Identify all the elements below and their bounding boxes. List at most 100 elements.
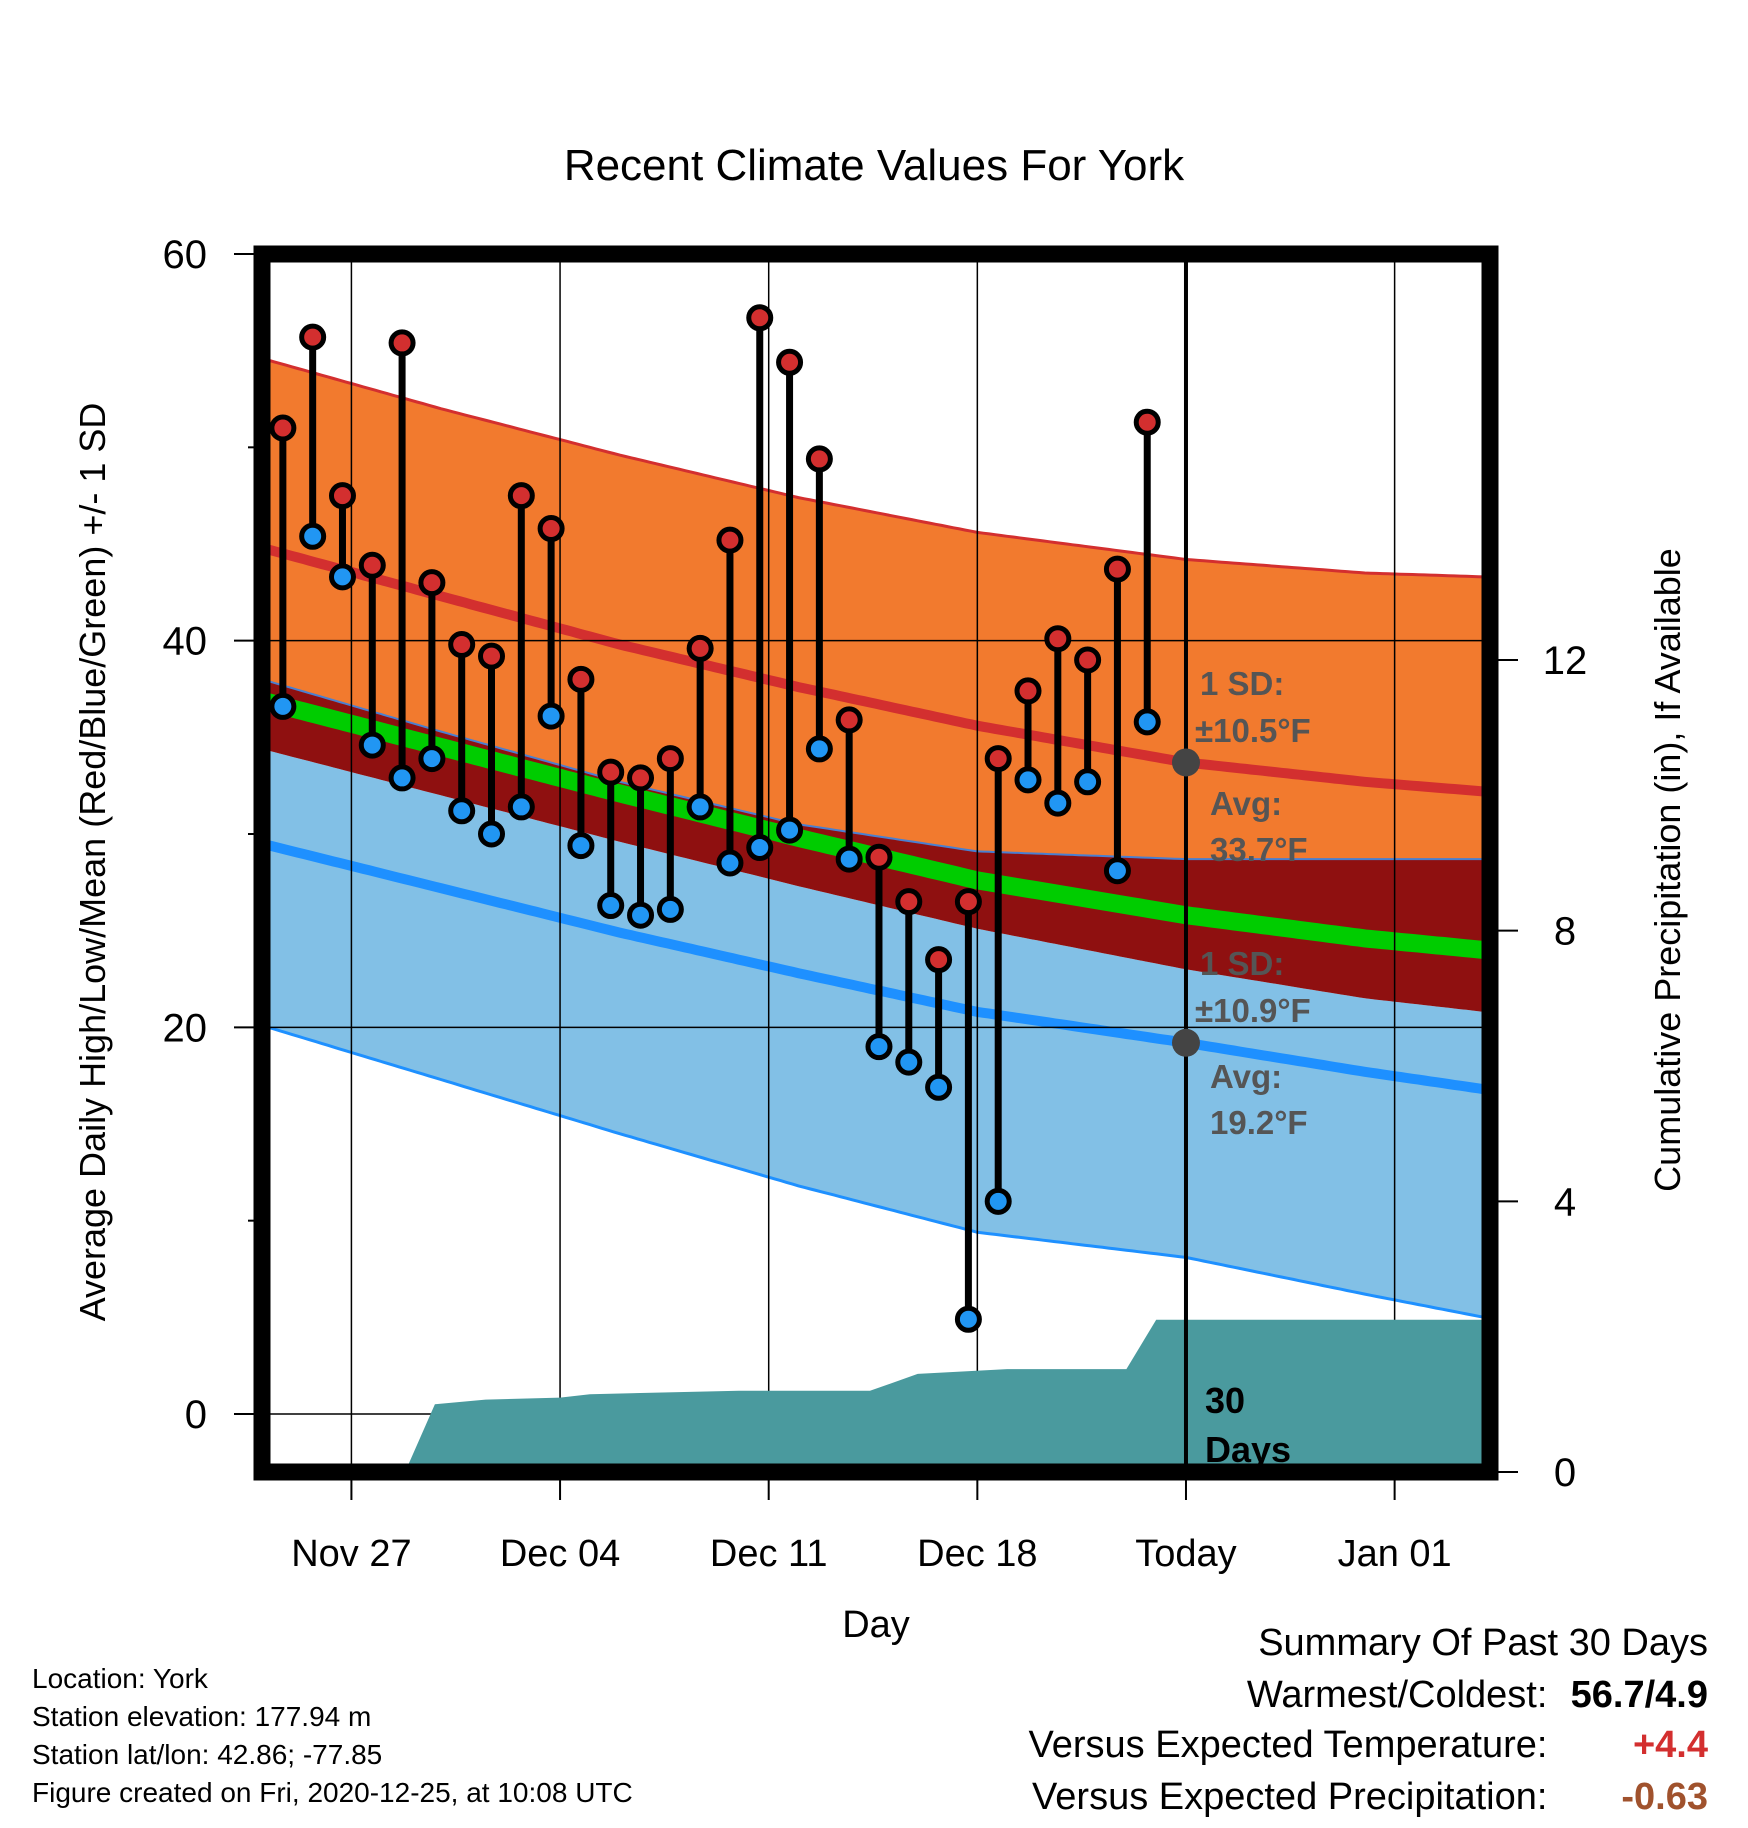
daily-high-point (478, 642, 506, 670)
daily-high-point (656, 745, 684, 773)
daily-low-point (895, 1048, 923, 1076)
daily-low-point (686, 793, 714, 821)
y-axis-label: Average Daily High/Low/Mean (Red/Blue/Gr… (72, 403, 113, 1322)
daily-high-point (746, 304, 774, 332)
daily-low-point (954, 1305, 982, 1333)
daily-low-point (746, 834, 774, 862)
daily-low-point (328, 563, 356, 591)
daily-low-point (448, 797, 476, 825)
normal-high-line (262, 543, 1490, 797)
daily-high-point (835, 706, 863, 734)
daily-low-point (1014, 766, 1042, 794)
daily-high-point (686, 634, 714, 662)
daily-low-point (835, 845, 863, 873)
high-sd-band (262, 358, 1490, 860)
daily-high-point (1014, 677, 1042, 705)
daily-low-point (269, 692, 297, 720)
daily-high-point (358, 551, 386, 579)
daily-low-point (984, 1187, 1012, 1215)
daily-low-point (805, 735, 833, 763)
axes: 0 20 40 60 0 4 8 12 Nov 27 Dec 04 Dec 11 Dec 18 Toda… (163, 233, 1588, 1575)
daily-high-point (567, 665, 595, 693)
warmest-label: Warmest/Coldest: (1246, 1674, 1548, 1716)
daily-high-point (418, 569, 446, 597)
daily-high-point (299, 323, 327, 351)
low-lower-edge (262, 1023, 1490, 1319)
daily-high-point (537, 515, 565, 543)
daily-high-point (895, 888, 923, 916)
high-upper-edge (262, 356, 1490, 579)
precip-area (262, 1319, 1490, 1472)
latlon-text: Station lat/lon: 42.86; -77.85 (32, 1739, 383, 1770)
days-word-label: Days (1205, 1429, 1291, 1470)
y-tick-label: 60 (163, 233, 208, 277)
daily-low-point (418, 745, 446, 773)
high-avg-marker (1171, 748, 1200, 777)
daily-high-point (388, 329, 416, 357)
summary-title: Summary Of Past 30 Days (1258, 1622, 1708, 1664)
daily-high-point (1133, 408, 1161, 436)
daily-low-point (1044, 789, 1072, 817)
daily-high-point (328, 482, 356, 510)
daily-low-point (627, 901, 655, 929)
elevation-text: Station elevation: 177.94 m (32, 1701, 372, 1732)
low-avg-value: 19.2°F (1210, 1104, 1308, 1141)
daily-high-point (984, 745, 1012, 773)
daily-low-point (478, 820, 506, 848)
daily-high-point (954, 888, 982, 916)
daily-high-point (776, 348, 804, 376)
plot-area (262, 254, 1490, 1472)
daily-low-point (1103, 857, 1131, 885)
x-tick-label: Today (1135, 1533, 1236, 1575)
daily-high-point (716, 526, 744, 554)
days-count-label: 30 (1205, 1380, 1245, 1421)
daily-high-point (448, 631, 476, 659)
high-avg-label: Avg: (1210, 785, 1282, 822)
daily-low-point (776, 816, 804, 844)
y2-tick-label: 4 (1554, 1180, 1576, 1224)
daily-low-point (656, 895, 684, 923)
y2-tick-label: 0 (1554, 1451, 1576, 1495)
high-sd-value: ±10.5°F (1195, 712, 1311, 749)
daily-low-point (358, 731, 386, 759)
daily-high-point (865, 843, 893, 871)
daily-low-point (716, 849, 744, 877)
plot-frame (253, 245, 1499, 1481)
daily-low-point (1133, 708, 1161, 736)
daily-high-point (1044, 625, 1072, 653)
created-text: Figure created on Fri, 2020-12-25, at 10… (32, 1777, 633, 1808)
location-text: Location: York (32, 1663, 208, 1694)
summary-precip-row: Versus Expected Precipitation: -0.63 (1032, 1776, 1708, 1819)
daily-high-point (507, 482, 535, 510)
daily-high-point (925, 946, 953, 974)
x-tick-label: Dec 04 (500, 1533, 620, 1575)
daily-high-point (627, 764, 655, 792)
y-tick-label: 40 (163, 620, 208, 664)
station-info: Location: York Station elevation: 177.94… (32, 1660, 633, 1812)
annotations: 1 SD: ±10.5°F Avg: 33.7°F 1 SD: ±10.9°F … (1195, 665, 1311, 1470)
x-tick-label: Dec 18 (917, 1533, 1037, 1575)
low-avg-marker (1171, 1028, 1200, 1057)
low-avg-label: Avg: (1210, 1058, 1282, 1095)
daily-low-point (299, 522, 327, 550)
daily-high-point (597, 758, 625, 786)
daily-high-point (1074, 646, 1102, 674)
low-sd-label: 1 SD: (1200, 945, 1284, 982)
daily-values (269, 304, 1200, 1333)
y2-tick-label: 8 (1554, 910, 1576, 954)
daily-high-point (1103, 555, 1131, 583)
high-avg-value: 33.7°F (1210, 831, 1308, 868)
x-axis-label: Day (842, 1604, 910, 1646)
warmest-value: 56.7/4.9 (1570, 1674, 1708, 1716)
precip-value: -0.63 (1621, 1776, 1708, 1818)
daily-low-point (865, 1033, 893, 1061)
temp-label: Versus Expected Temperature: (1028, 1724, 1548, 1766)
daily-low-point (567, 832, 595, 860)
y-tick-label: 20 (163, 1006, 208, 1050)
temp-value: +4.4 (1632, 1724, 1708, 1766)
x-tick-label: Nov 27 (291, 1533, 411, 1575)
high-sd-label: 1 SD: (1200, 665, 1284, 702)
daily-low-point (537, 702, 565, 730)
y2-axis-label: Cumulative Precipitation (in), If Availa… (1647, 548, 1688, 1192)
